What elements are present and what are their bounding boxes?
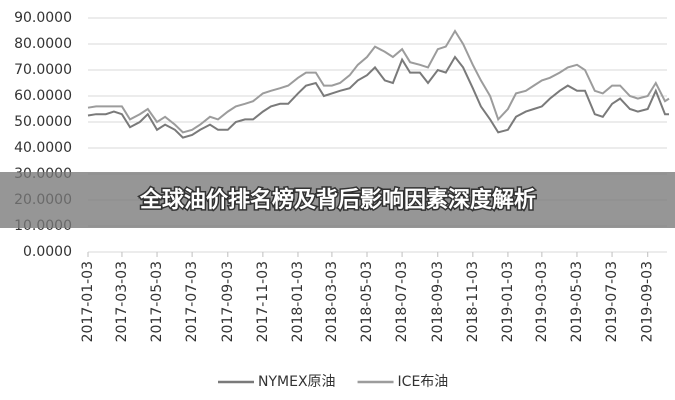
y-tick-label: 80.0000 — [14, 36, 72, 52]
y-tick-label: 70.0000 — [14, 62, 72, 78]
x-tick-label: 2018-11-03 — [465, 261, 481, 342]
banner-title: 全球油价排名榜及背后影响因素深度解析 — [139, 187, 536, 213]
y-tick-label: 50.0000 — [14, 114, 72, 130]
legend: NYMEX原油 ICE布油 — [218, 374, 448, 390]
x-tick-label: 2017-07-03 — [184, 261, 200, 342]
x-tick-label: 2018-07-03 — [394, 261, 410, 342]
legend-label: ICE布油 — [398, 374, 449, 390]
x-tick-label: 2017-11-03 — [255, 261, 271, 342]
x-tick-label: 2019-07-03 — [604, 261, 620, 342]
x-tick-label: 2019-09-03 — [640, 261, 656, 342]
series-line — [87, 55, 669, 139]
y-tick-label: 90.0000 — [14, 10, 72, 26]
x-tick-label: 2018-03-03 — [324, 261, 340, 342]
x-tick-label: 2018-09-03 — [430, 261, 446, 342]
series-line — [87, 29, 670, 134]
x-tick-label: 2017-05-03 — [149, 261, 165, 342]
x-tick-label: 2019-01-03 — [500, 261, 516, 342]
banner-background — [0, 172, 675, 228]
x-tick-label: 2019-03-03 — [534, 261, 550, 342]
y-tick-label: 60.0000 — [14, 88, 72, 104]
x-tick-label: 2017-03-03 — [114, 261, 130, 342]
y-tick-label: 0.0000 — [23, 244, 72, 260]
x-tick-label: 2017-09-03 — [220, 261, 236, 342]
y-tick-label: 40.0000 — [14, 140, 72, 156]
x-tick-label: 2018-01-03 — [290, 261, 306, 342]
x-tick-label: 2018-05-03 — [359, 261, 375, 342]
x-tick-label: 2019-05-03 — [569, 261, 585, 342]
legend-label: NYMEX原油 — [258, 374, 336, 390]
x-tick-label: 2017-01-03 — [80, 261, 96, 342]
